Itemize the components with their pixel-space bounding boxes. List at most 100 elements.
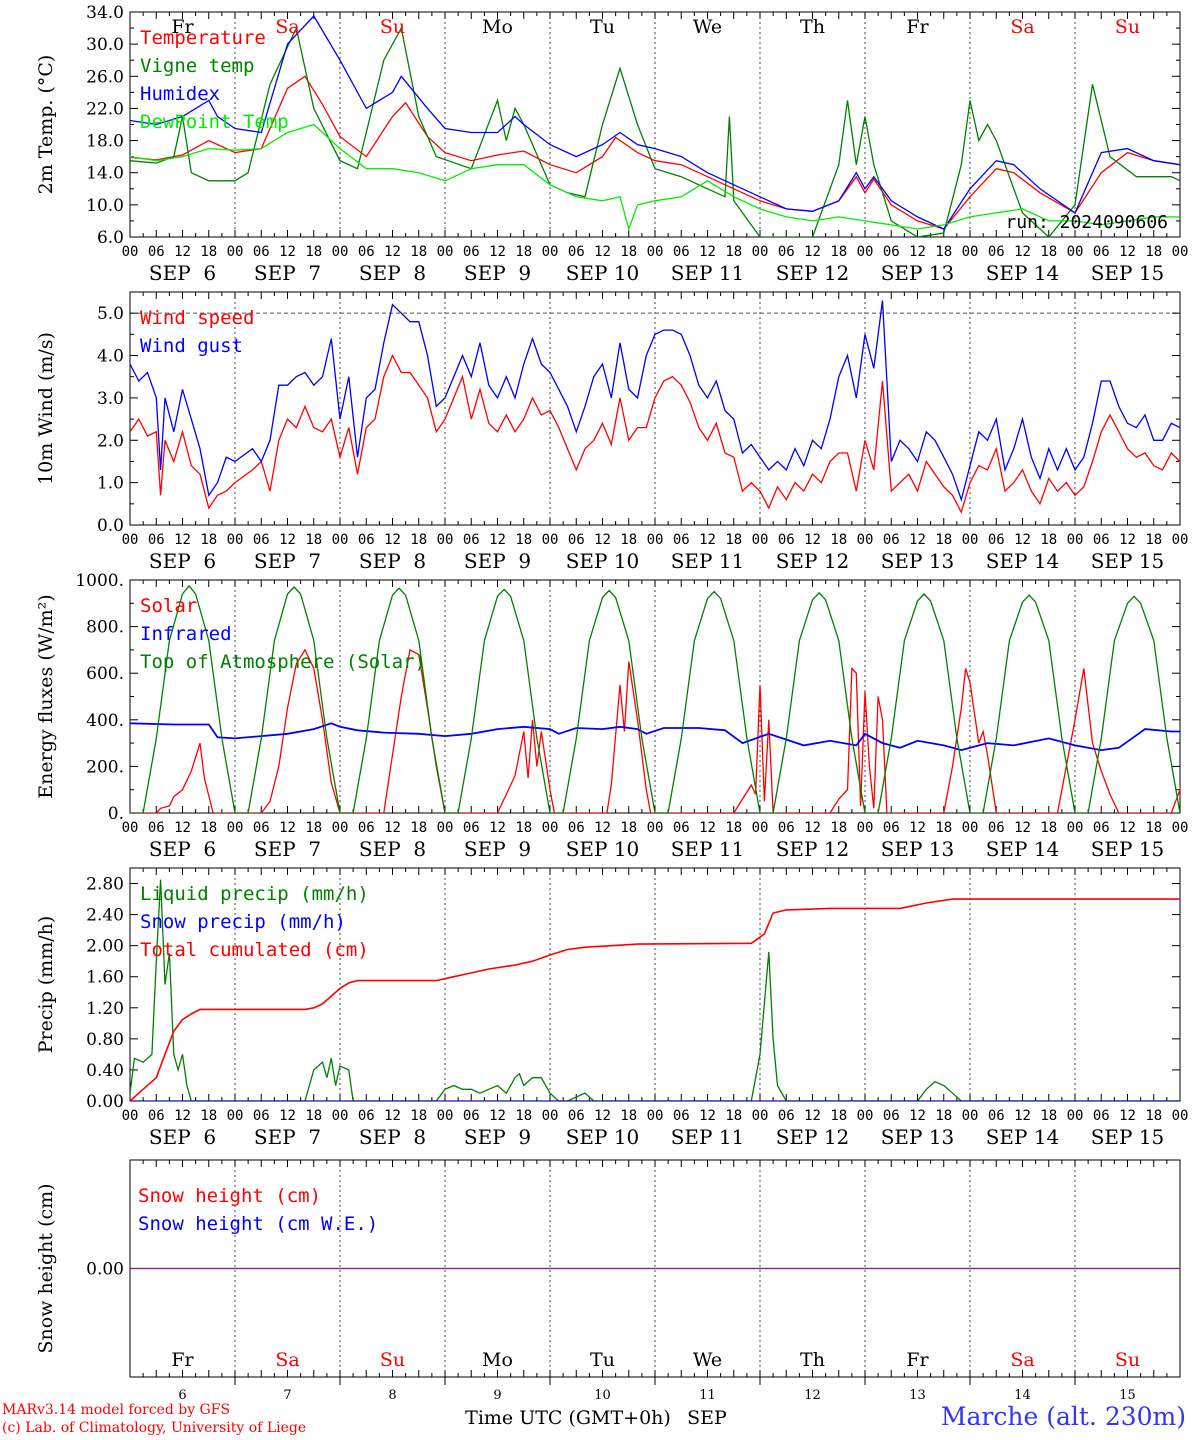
hour-tick-label: 06	[1093, 820, 1110, 836]
hour-tick-label: 06	[778, 532, 795, 548]
day-name-label: Tu	[590, 16, 615, 38]
hour-tick-label: 12	[699, 244, 716, 260]
hour-tick-label: 12	[279, 1108, 296, 1124]
y-tick-label: 600.	[86, 664, 124, 684]
hour-tick-label: 06	[253, 1108, 270, 1124]
hour-tick-label: 00	[1067, 532, 1084, 548]
hour-tick-label: 12	[909, 1108, 926, 1124]
hour-tick-label: 18	[1040, 244, 1057, 260]
day-name-label: Sa	[1010, 16, 1034, 38]
hour-tick-label: 12	[804, 1108, 821, 1124]
hour-tick-label: 06	[1093, 1108, 1110, 1124]
hour-tick-label: 00	[857, 532, 874, 548]
hour-tick-label: 00	[1067, 244, 1084, 260]
hour-tick-label: 00	[122, 1108, 139, 1124]
date-label: SEP 8	[359, 549, 426, 573]
hour-tick-label: 06	[673, 820, 690, 836]
hour-tick-label: 18	[725, 1108, 742, 1124]
day-number-label: 12	[804, 1388, 821, 1403]
date-label: SEP 11	[671, 261, 745, 285]
y-tick-label: 1.20	[86, 999, 124, 1019]
legend-entry: Top of Atmosphere (Solar)	[140, 651, 426, 673]
hour-tick-label: 18	[515, 1108, 532, 1124]
date-label: SEP 13	[881, 549, 955, 573]
y-tick-label: 2.80	[86, 875, 124, 895]
day-name-label: Sa	[1010, 1349, 1034, 1371]
y-tick-label: 0.00	[86, 1260, 124, 1280]
date-label: SEP 9	[464, 261, 531, 285]
hour-tick-label: 18	[935, 820, 952, 836]
y-tick-label: 14.0	[86, 164, 124, 184]
hour-tick-label: 18	[200, 820, 217, 836]
hour-tick-label: 06	[568, 244, 585, 260]
hour-tick-label: 18	[1040, 820, 1057, 836]
hour-tick-label: 18	[515, 244, 532, 260]
hour-tick-label: 00	[752, 1108, 769, 1124]
y-tick-label: 1.60	[86, 968, 124, 988]
hour-tick-label: 18	[830, 820, 847, 836]
hour-tick-label: 18	[1145, 820, 1162, 836]
y-tick-label: 18.0	[86, 132, 124, 152]
date-label: SEP 8	[359, 837, 426, 861]
series-line	[130, 722, 1180, 752]
hour-tick-label: 18	[1145, 1108, 1162, 1124]
date-label: SEP 6	[149, 549, 216, 573]
y-tick-label: 200.	[86, 757, 124, 777]
hour-tick-label: 06	[463, 532, 480, 548]
hour-tick-label: 00	[962, 532, 979, 548]
date-label: SEP 9	[464, 837, 531, 861]
hour-tick-label: 18	[830, 244, 847, 260]
hour-tick-label: 06	[148, 1108, 165, 1124]
y-tick-label: 10.0	[86, 196, 124, 216]
day-name-label: We	[693, 1349, 722, 1371]
day-number-label: 15	[1119, 1388, 1136, 1403]
legend-entry: DewPoint Temp	[140, 111, 289, 133]
day-name-label: Fr	[171, 16, 194, 38]
hour-tick-label: 00	[122, 532, 139, 548]
day-name-label: Fr	[906, 16, 929, 38]
hour-tick-label: 00	[542, 820, 559, 836]
date-label: SEP 15	[1091, 261, 1165, 285]
date-label: SEP 14	[986, 1125, 1060, 1149]
date-label: SEP 13	[881, 261, 955, 285]
date-label: SEP 14	[986, 261, 1060, 285]
hour-tick-label: 00	[122, 244, 139, 260]
hour-tick-label: 12	[909, 244, 926, 260]
y-tick-label: 0.80	[86, 1030, 124, 1050]
series-line	[130, 879, 1180, 1101]
hour-tick-label: 00	[962, 1108, 979, 1124]
legend-entry: Total cumulated (cm)	[140, 939, 369, 961]
hour-tick-label: 00	[332, 820, 349, 836]
hour-tick-label: 00	[437, 532, 454, 548]
hour-tick-label: 12	[699, 532, 716, 548]
hour-tick-label: 12	[1119, 1108, 1136, 1124]
series-line	[130, 353, 1180, 515]
hour-tick-label: 18	[620, 1108, 637, 1124]
series-line	[130, 584, 1180, 813]
legend-entry: Temperature	[140, 27, 266, 49]
hour-tick-label: 12	[804, 820, 821, 836]
hour-tick-label: 18	[410, 1108, 427, 1124]
y-tick-label: 1000.	[75, 571, 124, 591]
y-tick-label: 4.0	[97, 347, 124, 367]
day-number-label: 14	[1014, 1388, 1031, 1403]
hour-tick-label: 12	[384, 1108, 401, 1124]
hour-tick-label: 12	[699, 1108, 716, 1124]
hour-tick-label: 12	[489, 532, 506, 548]
day-name-label: We	[693, 16, 722, 38]
hour-tick-label: 18	[305, 532, 322, 548]
hour-tick-label: 06	[988, 1108, 1005, 1124]
y-tick-label: 2.0	[97, 431, 124, 451]
day-name-label: Mo	[482, 1349, 513, 1371]
day-name-label: Fr	[906, 1349, 929, 1371]
hour-tick-label: 18	[515, 532, 532, 548]
hour-tick-label: 06	[358, 532, 375, 548]
y-tick-label: 3.0	[97, 389, 124, 409]
hour-tick-label: 18	[200, 532, 217, 548]
day-name-label: Su	[380, 16, 405, 38]
date-label: SEP 7	[254, 549, 321, 573]
day-name-label: Tu	[590, 1349, 615, 1371]
hour-tick-label: 00	[647, 820, 664, 836]
hour-tick-label: 18	[200, 244, 217, 260]
hour-tick-label: 06	[673, 1108, 690, 1124]
